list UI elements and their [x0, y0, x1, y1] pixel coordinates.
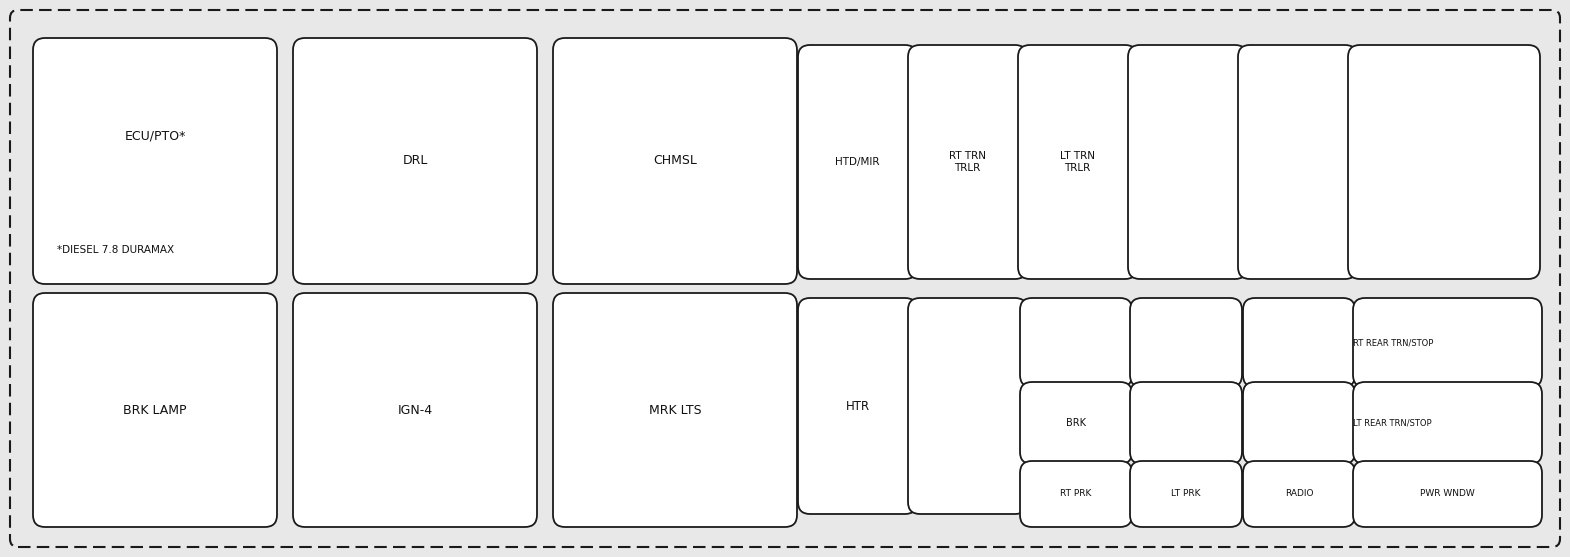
FancyBboxPatch shape: [1020, 382, 1132, 464]
Text: LT TRN
TRLR: LT TRN TRLR: [1060, 151, 1094, 173]
FancyBboxPatch shape: [1127, 45, 1247, 279]
Text: RT TRN
TRLR: RT TRN TRLR: [948, 151, 986, 173]
Text: CHMSL: CHMSL: [653, 154, 697, 168]
FancyBboxPatch shape: [1243, 382, 1355, 464]
FancyBboxPatch shape: [294, 293, 537, 527]
Text: ECU/PTO*: ECU/PTO*: [124, 129, 185, 143]
Text: *DIESEL 7.8 DURAMAX: *DIESEL 7.8 DURAMAX: [57, 245, 174, 255]
Text: LT REAR TRN/STOP: LT REAR TRN/STOP: [1353, 418, 1432, 428]
FancyBboxPatch shape: [798, 298, 917, 514]
Text: DRL: DRL: [402, 154, 427, 168]
FancyBboxPatch shape: [1130, 461, 1242, 527]
FancyBboxPatch shape: [1020, 298, 1132, 387]
FancyBboxPatch shape: [1353, 298, 1542, 387]
Text: IGN-4: IGN-4: [397, 403, 433, 417]
Text: RT PRK: RT PRK: [1060, 490, 1091, 499]
FancyBboxPatch shape: [9, 10, 1561, 547]
Text: RADIO: RADIO: [1284, 490, 1313, 499]
FancyBboxPatch shape: [1130, 298, 1242, 387]
Text: MRK LTS: MRK LTS: [648, 403, 702, 417]
FancyBboxPatch shape: [907, 45, 1027, 279]
FancyBboxPatch shape: [33, 38, 276, 284]
Text: BRK: BRK: [1066, 418, 1086, 428]
FancyBboxPatch shape: [907, 298, 1027, 514]
Text: HTD/MIR: HTD/MIR: [835, 157, 879, 167]
FancyBboxPatch shape: [1130, 382, 1242, 464]
Text: LT PRK: LT PRK: [1171, 490, 1201, 499]
FancyBboxPatch shape: [1017, 45, 1137, 279]
Text: HTR: HTR: [845, 399, 870, 413]
FancyBboxPatch shape: [553, 293, 798, 527]
FancyBboxPatch shape: [1349, 45, 1540, 279]
Text: RT REAR TRN/STOP: RT REAR TRN/STOP: [1353, 338, 1433, 347]
FancyBboxPatch shape: [553, 38, 798, 284]
FancyBboxPatch shape: [798, 45, 917, 279]
FancyBboxPatch shape: [1243, 461, 1355, 527]
Text: PWR WNDW: PWR WNDW: [1421, 490, 1474, 499]
FancyBboxPatch shape: [1239, 45, 1356, 279]
FancyBboxPatch shape: [1353, 461, 1542, 527]
FancyBboxPatch shape: [294, 38, 537, 284]
FancyBboxPatch shape: [1020, 461, 1132, 527]
FancyBboxPatch shape: [33, 293, 276, 527]
FancyBboxPatch shape: [1243, 298, 1355, 387]
Text: BRK LAMP: BRK LAMP: [124, 403, 187, 417]
FancyBboxPatch shape: [1353, 382, 1542, 464]
